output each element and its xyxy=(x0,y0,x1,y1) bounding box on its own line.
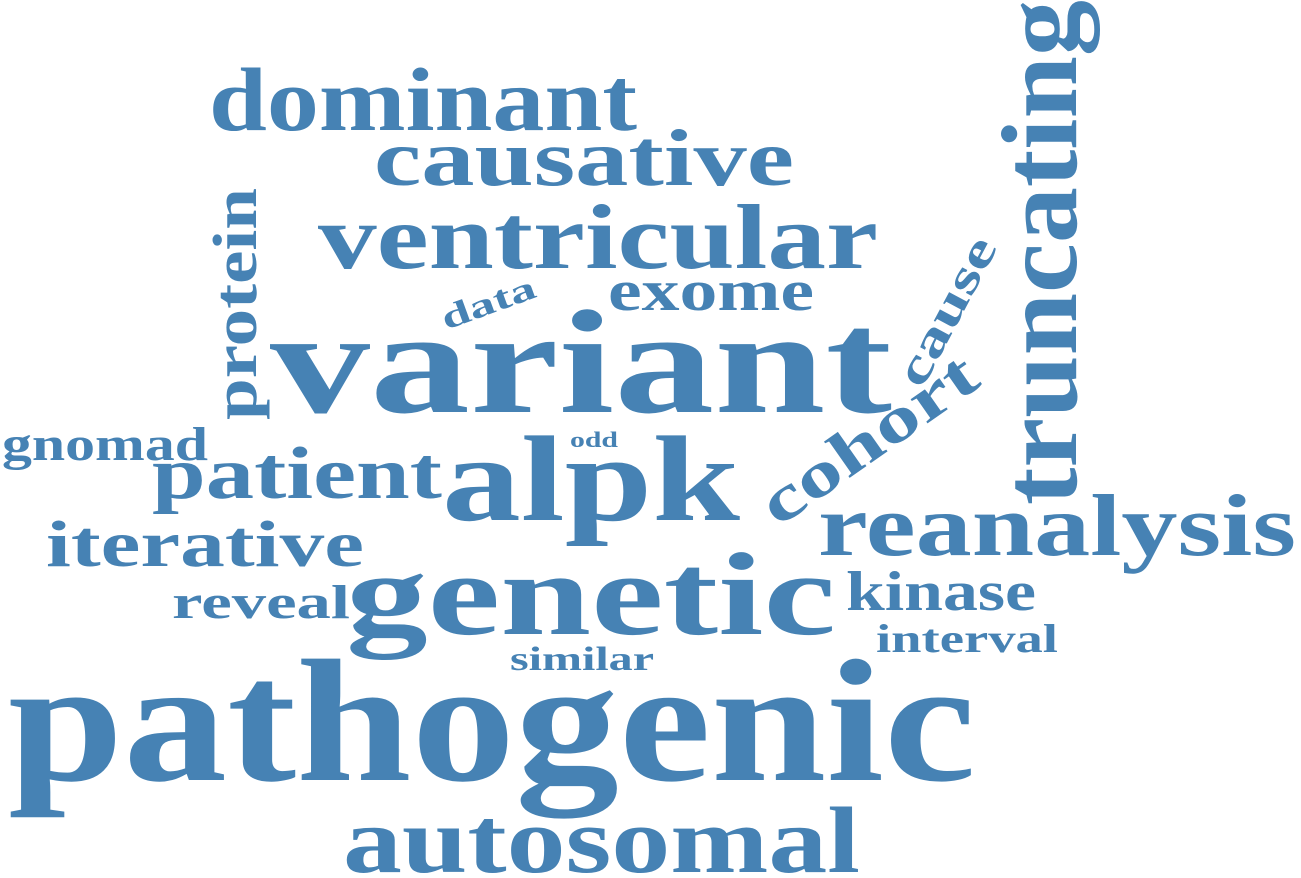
word-kinase: kinase xyxy=(846,561,1036,623)
word-odd: odd xyxy=(570,427,618,452)
word-iterative: iterative xyxy=(46,508,364,581)
word-interval: interval xyxy=(876,616,1058,661)
word-protein: protein xyxy=(202,188,270,420)
word-gnomad: gnomad xyxy=(2,418,208,471)
word-autosomal: autosomal xyxy=(343,789,860,878)
word-similar: similar xyxy=(510,641,654,678)
word-reveal: reveal xyxy=(172,576,350,629)
word-causative: causative xyxy=(374,115,794,203)
word-exome: exome xyxy=(608,258,814,323)
